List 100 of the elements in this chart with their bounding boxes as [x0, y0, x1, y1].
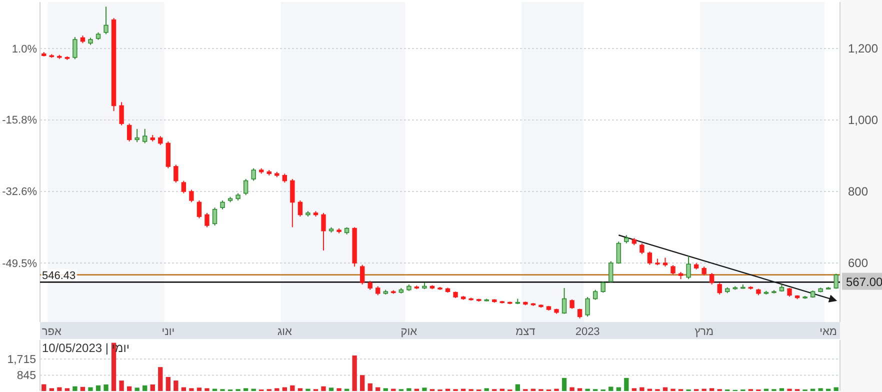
bar [57, 387, 62, 391]
candlestick [298, 200, 303, 218]
x-tick-label: אוק [400, 326, 418, 338]
bar [616, 387, 621, 391]
bar [64, 388, 70, 391]
bar [779, 388, 784, 391]
bar [834, 387, 838, 391]
bar [166, 376, 170, 391]
candlestick [251, 168, 256, 182]
bar [181, 387, 186, 391]
bar [484, 388, 489, 391]
candlestick [196, 200, 202, 219]
bar [570, 387, 574, 391]
candlestick [174, 164, 178, 184]
bar [298, 388, 303, 391]
candlestick [142, 128, 148, 144]
y2-tick-label: -15.8% [2, 114, 38, 127]
candlestick [243, 178, 248, 196]
bar [515, 384, 520, 391]
candlestick [717, 282, 722, 295]
bar [42, 384, 46, 391]
candlestick [647, 251, 652, 266]
y2-tick-label: -32.6% [2, 186, 38, 198]
bar [290, 385, 295, 391]
candlestick [670, 264, 676, 275]
bar [336, 388, 342, 391]
candlestick [290, 178, 295, 228]
bar [640, 387, 644, 391]
bar [96, 385, 101, 391]
x-tick-label: מרץ [694, 326, 714, 338]
x-tick-label: מאי [820, 326, 838, 338]
candlestick [710, 272, 714, 285]
bar [134, 388, 140, 391]
candlestick [608, 260, 614, 284]
x-tick-label: יוני [162, 326, 175, 338]
candlestick [616, 241, 621, 264]
candlestick [166, 140, 170, 169]
candlestick [134, 128, 140, 143]
bar [624, 378, 629, 391]
candlestick [640, 242, 644, 255]
bar [406, 388, 412, 391]
bar [150, 384, 155, 391]
bar [196, 388, 202, 391]
candlestick [204, 212, 210, 228]
candlestick [189, 189, 194, 203]
bar [204, 388, 210, 391]
bar [368, 383, 372, 391]
bar [158, 367, 163, 391]
x-tick-label: 2023 [575, 326, 600, 338]
bar [49, 388, 54, 391]
y2-tick-label: 1.0% [12, 43, 38, 56]
bar [274, 388, 280, 391]
bar [243, 388, 248, 391]
candlestick [570, 298, 574, 310]
x-tick-label: אוג [277, 326, 292, 338]
x-tick-label: אפר [42, 326, 62, 338]
bar [818, 388, 823, 391]
ref-line-label: 567.00 [846, 274, 882, 289]
bar [422, 388, 427, 391]
bar [562, 378, 567, 391]
candlestick [321, 212, 326, 251]
candlestick [212, 207, 218, 226]
bar [174, 380, 178, 391]
y-tick-label: 1,000 [848, 112, 878, 127]
ref-line-label: 546.43 [42, 270, 76, 282]
candlestick [126, 123, 132, 142]
y-tick-label: 800 [848, 184, 868, 198]
bar [328, 388, 334, 391]
bar [608, 386, 614, 391]
bar [142, 385, 148, 391]
x-tick-label: דצמ [516, 326, 536, 338]
candlestick [600, 281, 606, 294]
candlestick [686, 255, 691, 280]
candlestick [104, 6, 108, 35]
candlestick [360, 264, 365, 285]
candlestick [593, 289, 598, 300]
candlestick [562, 288, 567, 314]
bar [80, 386, 86, 391]
bar [383, 388, 388, 391]
bar [88, 387, 93, 391]
bar [189, 388, 194, 391]
y-tick-label: 1,715 [7, 354, 36, 366]
bar [321, 386, 326, 391]
bar [352, 356, 357, 391]
y-tick-label: 1,200 [848, 41, 878, 56]
bar [104, 384, 108, 391]
bar [360, 375, 365, 391]
bar [577, 388, 582, 391]
bar [710, 388, 714, 391]
candlestick [834, 273, 838, 290]
bar [662, 387, 668, 391]
candlestick [181, 180, 186, 194]
bar [376, 387, 380, 391]
y-tick-label: 845 [16, 370, 36, 382]
candlestick [585, 296, 590, 318]
bar [119, 380, 124, 391]
bar [126, 386, 132, 391]
bar [72, 386, 78, 391]
y-tick-label: 600 [848, 256, 868, 270]
bar [282, 387, 287, 391]
